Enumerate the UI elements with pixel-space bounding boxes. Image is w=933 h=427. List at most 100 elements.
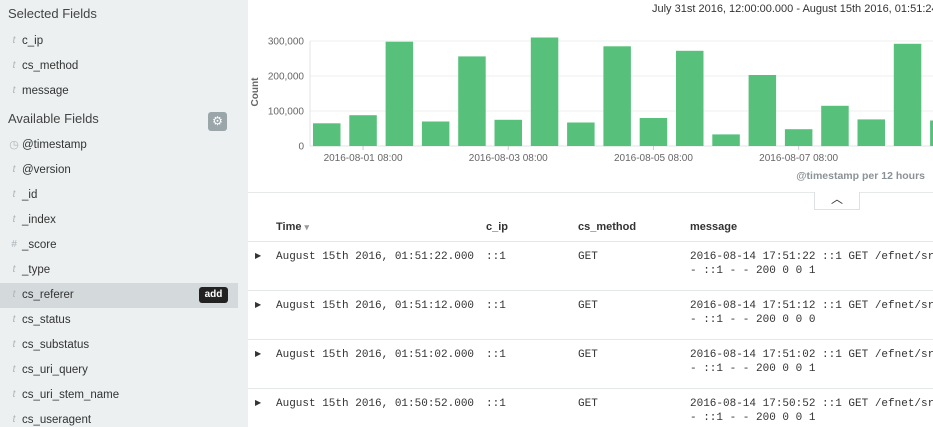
histogram-bar[interactable] xyxy=(494,119,523,147)
available-field-timestamp[interactable]: ◷ @timestamp xyxy=(0,133,238,158)
histogram-bar[interactable] xyxy=(567,122,595,147)
cell-message-cont: - ::1 - - 200 0 0 1 xyxy=(690,412,816,424)
histogram-bar[interactable] xyxy=(349,115,377,146)
available-field-cs-uri-query[interactable]: t cs_uri_query xyxy=(0,358,238,383)
cell-message: 2016-08-14 17:50:52 ::1 GET /efnet/sro xyxy=(690,398,933,410)
column-header-cs-method[interactable]: cs_method xyxy=(578,221,637,233)
field-settings-button[interactable]: ⚙ xyxy=(208,112,227,131)
string-type-icon: t xyxy=(12,289,16,300)
row-divider xyxy=(248,339,933,340)
string-type-icon: t xyxy=(12,60,16,71)
selected-field-message[interactable]: t message xyxy=(0,79,238,104)
cell-c-ip: ::1 xyxy=(486,398,506,410)
histogram-bar[interactable] xyxy=(603,46,631,147)
table-row[interactable]: ▶ August 15th 2016, 01:51:02.000 ::1 GET… xyxy=(248,339,933,388)
y-tick-label: 100,000 xyxy=(268,107,305,118)
discover-main: July 31st 2016, 12:00:00.000 - August 15… xyxy=(248,0,933,427)
field-name: c_ip xyxy=(22,35,44,47)
field-name: cs_substatus xyxy=(22,339,90,351)
histogram-bar[interactable] xyxy=(893,43,922,146)
expand-row-icon[interactable]: ▶ xyxy=(255,251,262,260)
cell-cs-method: GET xyxy=(578,398,598,410)
cell-message-cont: - ::1 - - 200 0 0 0 xyxy=(690,314,816,326)
histogram-bar[interactable] xyxy=(676,50,704,146)
string-type-icon: t xyxy=(12,264,16,275)
selected-fields-title: Selected Fields xyxy=(8,6,97,21)
histogram-bar[interactable] xyxy=(385,41,414,147)
available-field-type[interactable]: t _type xyxy=(0,258,238,283)
histogram-bar[interactable] xyxy=(930,120,933,147)
add-field-button[interactable]: add xyxy=(199,287,228,303)
row-divider xyxy=(248,241,933,242)
available-field-cs-uri-stem-name[interactable]: t cs_uri_stem_name xyxy=(0,383,238,408)
field-name: @timestamp xyxy=(22,139,87,151)
available-field-cs-referer[interactable]: t cs_referer add xyxy=(0,283,238,308)
available-field-cs-substatus[interactable]: t cs_substatus xyxy=(0,333,238,358)
cell-cs-method: GET xyxy=(578,349,598,361)
column-header-label: Time xyxy=(276,221,302,233)
column-header-c-ip[interactable]: c_ip xyxy=(486,221,509,233)
histogram-bar[interactable] xyxy=(712,134,740,146)
gear-icon: ⚙ xyxy=(212,114,223,128)
string-type-icon: t xyxy=(12,214,16,225)
selected-field-cs-method[interactable]: t cs_method xyxy=(0,54,238,79)
string-type-icon: t xyxy=(12,364,16,375)
y-axis-label: Count xyxy=(250,77,261,107)
available-fields-title: Available Fields xyxy=(8,111,99,126)
histogram-bar[interactable] xyxy=(458,56,486,146)
row-divider xyxy=(248,290,933,291)
expand-row-icon[interactable]: ▶ xyxy=(255,349,262,358)
cell-c-ip: ::1 xyxy=(486,251,506,263)
field-name: @version xyxy=(22,164,71,176)
string-type-icon: t xyxy=(12,389,16,400)
chart-divider xyxy=(248,192,933,193)
table-row[interactable]: ▶ August 15th 2016, 01:51:22.000 ::1 GET… xyxy=(248,241,933,290)
string-type-icon: t xyxy=(12,414,16,425)
selected-field-c-ip[interactable]: t c_ip xyxy=(0,29,238,54)
available-field-version[interactable]: t @version xyxy=(0,158,238,183)
y-tick-label: 300,000 xyxy=(268,37,305,48)
histogram-bar[interactable] xyxy=(748,75,777,146)
column-header-message[interactable]: message xyxy=(690,221,738,233)
field-sidebar: Selected Fields t c_ip t cs_method t mes… xyxy=(0,0,248,427)
cell-time: August 15th 2016, 01:50:52.000 xyxy=(276,398,475,410)
table-row[interactable]: ▶ August 15th 2016, 01:51:12.000 ::1 GET… xyxy=(248,290,933,339)
cell-message: 2016-08-14 17:51:22 ::1 GET /efnet/sro xyxy=(690,251,933,263)
expand-row-icon[interactable]: ▶ xyxy=(255,398,262,407)
field-name: cs_referer xyxy=(22,289,74,301)
cell-cs-method: GET xyxy=(578,300,598,312)
cell-message-cont: - ::1 - - 200 0 0 1 xyxy=(690,363,816,375)
x-tick-label: 2016-08-05 08:00 xyxy=(614,153,693,164)
expand-row-icon[interactable]: ▶ xyxy=(255,300,262,309)
cell-c-ip: ::1 xyxy=(486,300,506,312)
sort-down-icon[interactable]: ▾ xyxy=(304,222,310,232)
available-field-cs-status[interactable]: t cs_status xyxy=(0,308,238,333)
field-name: cs_method xyxy=(22,60,79,72)
field-name: cs_status xyxy=(22,314,71,326)
histogram-bar[interactable] xyxy=(784,129,813,146)
available-field-score[interactable]: # _score xyxy=(0,233,238,258)
histogram-bar[interactable] xyxy=(530,37,559,147)
available-field-index[interactable]: t _index xyxy=(0,208,238,233)
row-divider xyxy=(248,388,933,389)
string-type-icon: t xyxy=(12,314,16,325)
available-field-cs-useragent[interactable]: t cs_useragent xyxy=(0,408,238,427)
table-row[interactable]: ▶ August 15th 2016, 01:50:52.000 ::1 GET… xyxy=(248,388,933,427)
histogram-bar[interactable] xyxy=(857,119,886,146)
histogram-bar[interactable] xyxy=(421,121,450,147)
available-field-id[interactable]: t _id xyxy=(0,183,238,208)
column-header-time[interactable]: Time ▾ xyxy=(276,221,309,233)
y-tick-label: 0 xyxy=(298,142,304,153)
histogram-bar[interactable] xyxy=(639,118,668,146)
x-tick-label: 2016-08-07 08:00 xyxy=(759,153,838,164)
cell-time: August 15th 2016, 01:51:02.000 xyxy=(276,349,475,361)
field-name: _index xyxy=(22,214,56,226)
field-name: _id xyxy=(22,189,38,201)
field-name: cs_uri_stem_name xyxy=(22,389,120,401)
x-axis-label: @timestamp per 12 hours xyxy=(796,170,925,182)
histogram-bar[interactable] xyxy=(821,105,849,147)
histogram-bar[interactable] xyxy=(313,123,341,147)
time-range-label[interactable]: July 31st 2016, 12:00:00.000 - August 15… xyxy=(652,3,933,15)
collapse-chart-button[interactable]: ︿ xyxy=(814,192,860,210)
cell-cs-method: GET xyxy=(578,251,598,263)
